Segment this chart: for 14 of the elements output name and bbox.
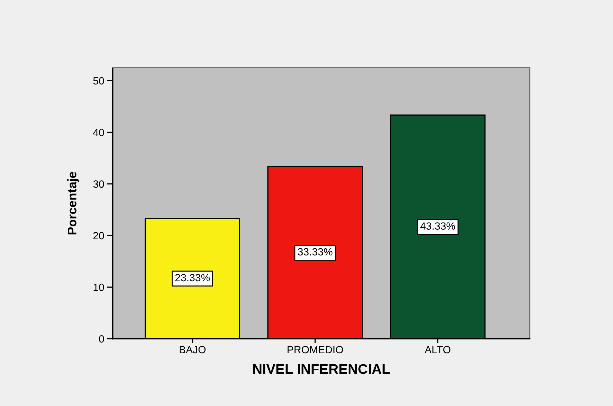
- x-tick-label: BAJO: [180, 346, 206, 354]
- x-tick-label: ALTO: [424, 346, 451, 354]
- y-axis-title: Porcentaje: [68, 172, 80, 235]
- x-tick-label: PROMEDIO: [288, 346, 344, 354]
- y-tick-label: 0: [99, 336, 104, 343]
- data-label: 23.33%: [176, 274, 210, 282]
- data-label: 33.33%: [298, 248, 333, 256]
- data-label: 43.33%: [420, 222, 456, 230]
- x-axis-title: NIVEL INFERENCIAL: [253, 364, 390, 374]
- y-tick-label: 20: [94, 232, 104, 240]
- y-tick-label: 10: [94, 284, 104, 292]
- y-tick-label: 30: [93, 180, 104, 188]
- y-tick-label: 40: [93, 129, 104, 136]
- y-tick-label: 50: [94, 77, 104, 85]
